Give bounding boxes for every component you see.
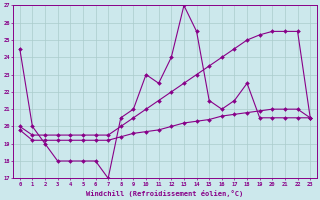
- X-axis label: Windchill (Refroidissement éolien,°C): Windchill (Refroidissement éolien,°C): [86, 190, 244, 197]
